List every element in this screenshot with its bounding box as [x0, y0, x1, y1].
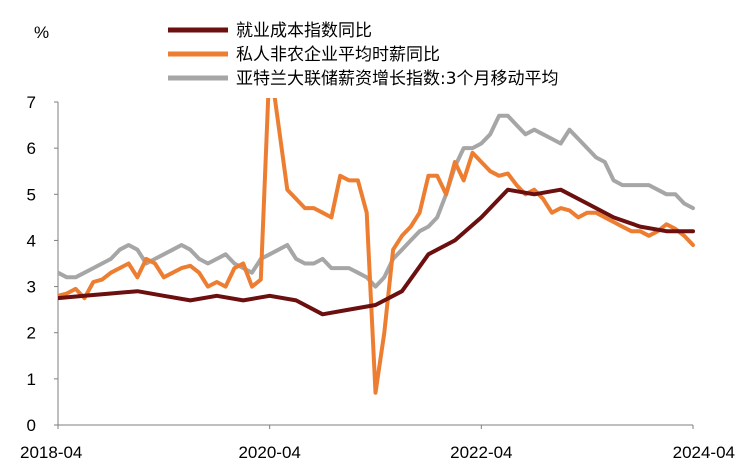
y-tick-label: 6: [27, 139, 36, 158]
x-tick-label: 2020-04: [238, 443, 300, 462]
x-tick-label: 2022-04: [450, 443, 512, 462]
y-unit-label: %: [34, 23, 49, 42]
y-tick-label: 5: [27, 185, 36, 204]
y-tick-label: 2: [27, 324, 36, 343]
y-tick-label: 1: [27, 370, 36, 389]
legend-label-ahe: 私人非农企业平均时薪同比: [236, 45, 440, 65]
x-tick-label: 2024-04: [673, 443, 735, 462]
legend: 就业成本指数同比 私人非农企业平均时薪同比 亚特兰大联储薪资增长指数:3个月移动…: [168, 21, 559, 89]
y-tick-label: 3: [27, 278, 36, 297]
y-tick-label: 0: [27, 416, 36, 435]
series-line-ahe: [58, 98, 695, 395]
series-line-atlanta-fed: [58, 113, 695, 289]
legend-label-atlanta: 亚特兰大联储薪资增长指数:3个月移动平均: [236, 69, 559, 89]
plot-area: [58, 98, 695, 395]
y-tick-label: 4: [27, 231, 36, 250]
y-tick-label: 7: [27, 93, 36, 112]
legend-label-eci: 就业成本指数同比: [236, 21, 372, 41]
x-axis: 2018-04 2020-04 2022-04 2024-04: [20, 424, 735, 462]
y-axis: 0 1 2 3 4 5 6 7: [27, 93, 59, 435]
x-tick-label: 2018-04: [20, 443, 82, 462]
series-line-eci: [58, 187, 695, 317]
